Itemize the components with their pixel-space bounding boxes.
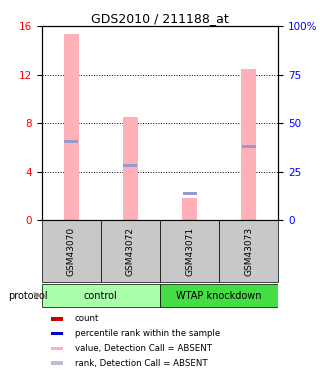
Bar xyxy=(101,220,160,282)
Bar xyxy=(123,117,138,220)
Bar xyxy=(182,198,197,220)
Text: GSM43073: GSM43073 xyxy=(244,226,253,276)
Text: value, Detection Call = ABSENT: value, Detection Call = ABSENT xyxy=(75,344,212,353)
Bar xyxy=(42,220,101,282)
Bar xyxy=(51,362,63,365)
Text: GSM43070: GSM43070 xyxy=(67,226,76,276)
Text: GSM43072: GSM43072 xyxy=(126,227,135,276)
Bar xyxy=(64,33,79,220)
Bar xyxy=(160,284,278,308)
Text: protocol: protocol xyxy=(8,291,48,300)
Bar xyxy=(183,192,196,195)
Text: WTAP knockdown: WTAP knockdown xyxy=(176,291,262,300)
Bar xyxy=(51,347,63,350)
Bar xyxy=(51,317,63,321)
Text: rank, Detection Call = ABSENT: rank, Detection Call = ABSENT xyxy=(75,358,207,368)
Bar xyxy=(64,140,78,143)
Bar xyxy=(51,332,63,335)
Title: GDS2010 / 211188_at: GDS2010 / 211188_at xyxy=(91,12,229,25)
Text: percentile rank within the sample: percentile rank within the sample xyxy=(75,329,220,338)
Text: control: control xyxy=(84,291,118,300)
Bar xyxy=(219,220,278,282)
Bar xyxy=(124,164,137,167)
Text: GSM43071: GSM43071 xyxy=(185,226,194,276)
Bar xyxy=(42,284,160,308)
Bar xyxy=(241,69,256,220)
Bar xyxy=(242,145,256,148)
Bar xyxy=(160,220,219,282)
Text: count: count xyxy=(75,315,99,324)
